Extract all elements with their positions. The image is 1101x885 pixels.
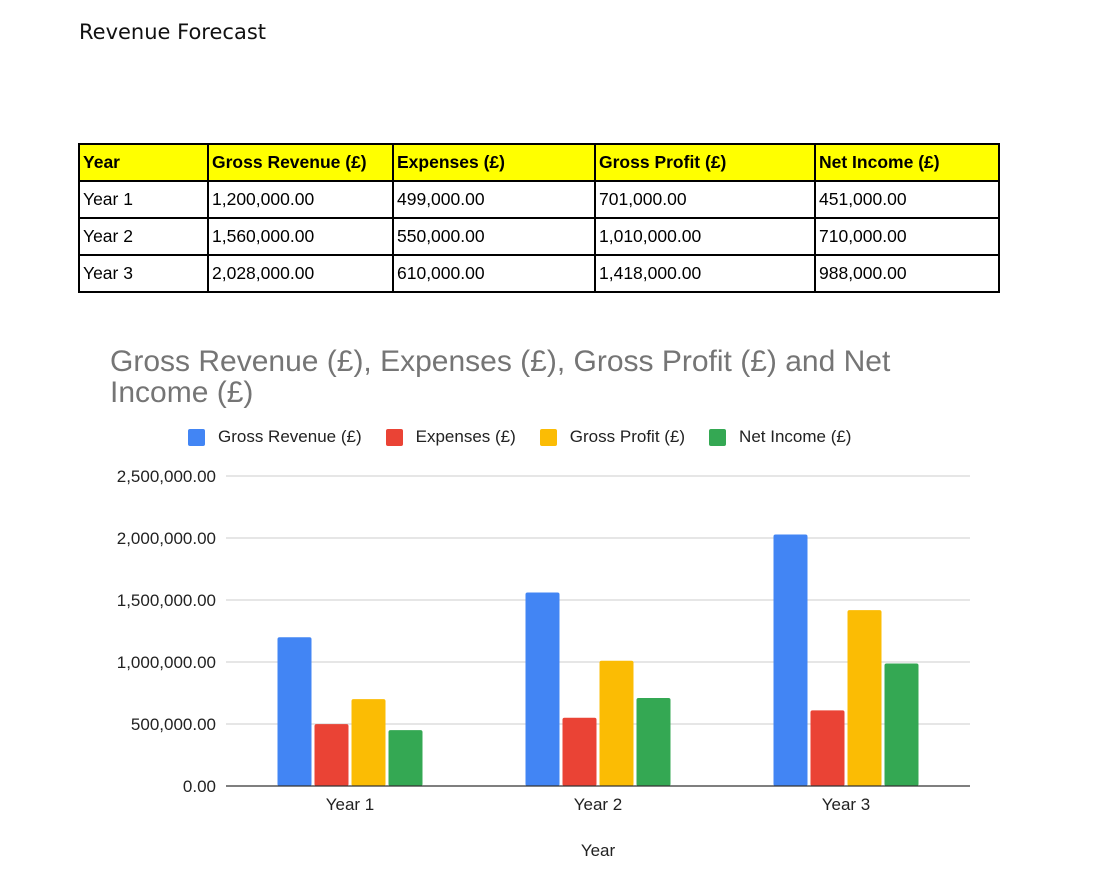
table-cell: Year 1	[78, 180, 209, 219]
table-cell: 610,000.00	[392, 254, 596, 293]
bar	[599, 660, 634, 786]
column-header: Year	[78, 143, 209, 182]
bar	[636, 697, 671, 786]
table-cell: Year 3	[78, 254, 209, 293]
bar	[810, 710, 845, 786]
table-cell: 451,000.00	[814, 180, 1000, 219]
table-cell: Year 2	[78, 217, 209, 256]
table-cell: 1,200,000.00	[207, 180, 394, 219]
x-tick-label: Year 3	[822, 795, 871, 814]
bar	[525, 592, 560, 786]
legend-label: Gross Profit (£)	[569, 427, 686, 446]
y-tick-label: 0.00	[183, 777, 216, 796]
legend-swatch	[188, 428, 205, 446]
table-cell: 499,000.00	[392, 180, 596, 219]
legend-item-gross-revenue: Gross Revenue (£)	[188, 427, 362, 447]
legend-item-expenses: Expenses (£)	[385, 427, 516, 447]
chart-title: Gross Revenue (£), Expenses (£), Gross P…	[110, 345, 891, 409]
table-cell: 701,000.00	[594, 180, 816, 219]
y-tick-label: 2,500,000.00	[117, 467, 216, 486]
x-axis-title: Year	[581, 841, 616, 860]
chart-plot-area: 0.00 500,000.00 1,000,000.00 1,500,000.00 2,…	[117, 467, 970, 860]
legend-label: Net Income (£)	[739, 427, 852, 446]
legend-swatch	[539, 428, 557, 446]
chart-legend: Gross Revenue (£) Expenses (£) Gross Pro…	[188, 427, 875, 447]
bar	[773, 534, 808, 786]
table-cell: 710,000.00	[814, 217, 1000, 256]
legend-item-net-income: Net Income (£)	[709, 427, 851, 447]
bar	[562, 717, 597, 786]
table-row: Year 3 2,028,000.00 610,000.00 1,418,000…	[78, 254, 1000, 293]
document-title: Revenue Forecast	[79, 20, 266, 44]
column-header: Gross Revenue (£)	[207, 143, 394, 182]
bar	[277, 637, 312, 786]
bar	[314, 724, 349, 786]
legend-item-gross-profit: Gross Profit (£)	[539, 427, 686, 447]
revenue-forecast-table: Year Gross Revenue (£) Expenses (£) Gros…	[78, 143, 1000, 293]
table-cell: 1,560,000.00	[207, 217, 394, 256]
table-header-row: Year Gross Revenue (£) Expenses (£) Gros…	[78, 143, 1000, 182]
table-cell: 1,010,000.00	[594, 217, 816, 256]
revenue-chart: 0.00 500,000.00 1,000,000.00 1,500,000.00 2,…	[0, 330, 1101, 885]
legend-label: Expenses (£)	[415, 427, 516, 446]
legend-swatch	[385, 428, 403, 446]
y-tick-label: 1,500,000.00	[117, 591, 216, 610]
y-tick-label: 500,000.00	[131, 715, 216, 734]
table-cell: 988,000.00	[814, 254, 1000, 293]
column-header: Net Income (£)	[814, 143, 1000, 182]
bar	[388, 730, 423, 786]
y-tick-label: 1,000,000.00	[117, 653, 216, 672]
bar	[847, 610, 882, 786]
table-row: Year 2 1,560,000.00 550,000.00 1,010,000…	[78, 217, 1000, 256]
x-tick-label: Year 1	[326, 795, 375, 814]
legend-label: Gross Revenue (£)	[218, 427, 362, 446]
table-cell: 1,418,000.00	[594, 254, 816, 293]
table-row: Year 1 1,200,000.00 499,000.00 701,000.0…	[78, 180, 1000, 219]
x-tick-label: Year 2	[574, 795, 623, 814]
column-header: Expenses (£)	[392, 143, 596, 182]
table-cell: 2,028,000.00	[207, 254, 394, 293]
bar	[884, 663, 919, 786]
legend-swatch	[709, 428, 727, 446]
y-tick-label: 2,000,000.00	[117, 529, 216, 548]
bar	[351, 699, 386, 786]
column-header: Gross Profit (£)	[594, 143, 816, 182]
table-cell: 550,000.00	[392, 217, 596, 256]
